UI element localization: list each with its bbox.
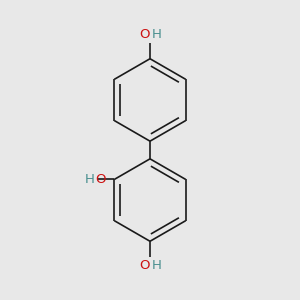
Text: O: O xyxy=(140,259,150,272)
Text: H: H xyxy=(84,173,94,186)
Text: O: O xyxy=(140,28,150,41)
Text: H: H xyxy=(152,28,161,41)
Text: H: H xyxy=(152,259,161,272)
Text: O: O xyxy=(95,173,105,186)
